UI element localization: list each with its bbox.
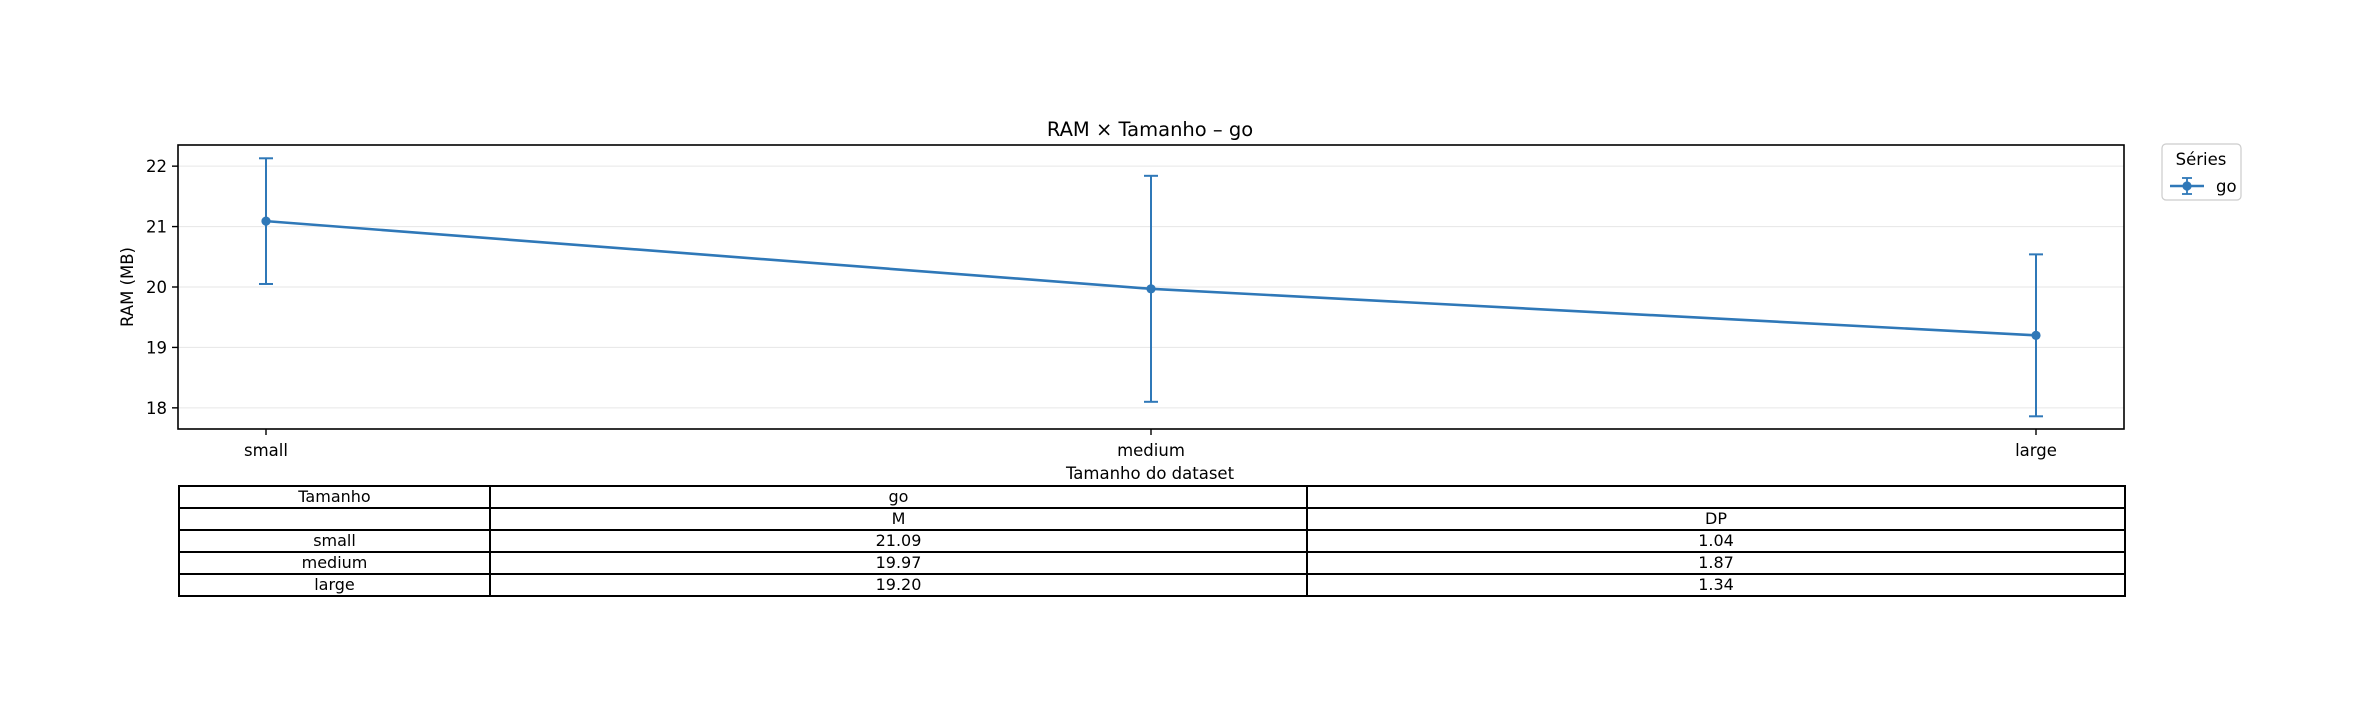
table-cell: 1.04 — [1306, 529, 2126, 553]
x-tick-label: large — [2015, 441, 2057, 460]
legend-marker — [2182, 181, 2192, 191]
legend-swatch-go — [2170, 177, 2204, 195]
series-layer — [259, 157, 2043, 418]
y-axis-label: RAM (MB) — [118, 247, 137, 327]
y-axis: 18 19 20 21 22 — [146, 157, 178, 418]
stats-table: Tamanho go M DP small 21.09 1.04 medium … — [178, 485, 2126, 597]
x-tick-label: medium — [1117, 441, 1185, 460]
table-header-cell: Tamanho — [178, 485, 491, 509]
y-tick-label: 22 — [146, 157, 167, 176]
table-header-cell: M — [489, 507, 1308, 531]
chart-title: RAM × Tamanho – go — [1047, 118, 1253, 141]
legend-label-go: go — [2216, 177, 2237, 196]
table-row: medium 19.97 1.87 — [178, 551, 2126, 575]
table-cell: 19.97 — [489, 551, 1308, 575]
table-header-row: Tamanho go — [178, 485, 2126, 509]
y-tick-label: 20 — [146, 278, 167, 297]
legend: Séries go — [2161, 143, 2242, 201]
data-point — [261, 216, 271, 226]
table-header-cell — [178, 507, 491, 531]
legend-title: Séries — [2176, 150, 2227, 169]
x-axis: small medium large — [244, 429, 2057, 460]
data-point — [1146, 284, 1156, 294]
table-cell: small — [178, 529, 491, 553]
table-cell: 19.20 — [489, 573, 1308, 597]
table-cell: medium — [178, 551, 491, 575]
table-cell: large — [178, 573, 491, 597]
table-cell: 21.09 — [489, 529, 1308, 553]
table-row: small 21.09 1.04 — [178, 529, 2126, 553]
y-tick-label: 19 — [146, 338, 167, 357]
y-tick-label: 21 — [146, 218, 167, 237]
table-cell: 1.87 — [1306, 551, 2126, 575]
y-tick-label: 18 — [146, 399, 167, 418]
table-header-cell: DP — [1306, 507, 2126, 531]
table-subheader-row: M DP — [178, 507, 2126, 531]
data-point — [2031, 330, 2041, 340]
x-axis-label: Tamanho do dataset — [1065, 464, 1235, 483]
table-header-cell: go — [489, 485, 1308, 509]
table-cell: 1.34 — [1306, 573, 2126, 597]
x-tick-label: small — [244, 441, 288, 460]
table-row: large 19.20 1.34 — [178, 573, 2126, 597]
table-header-cell — [1306, 485, 2126, 509]
